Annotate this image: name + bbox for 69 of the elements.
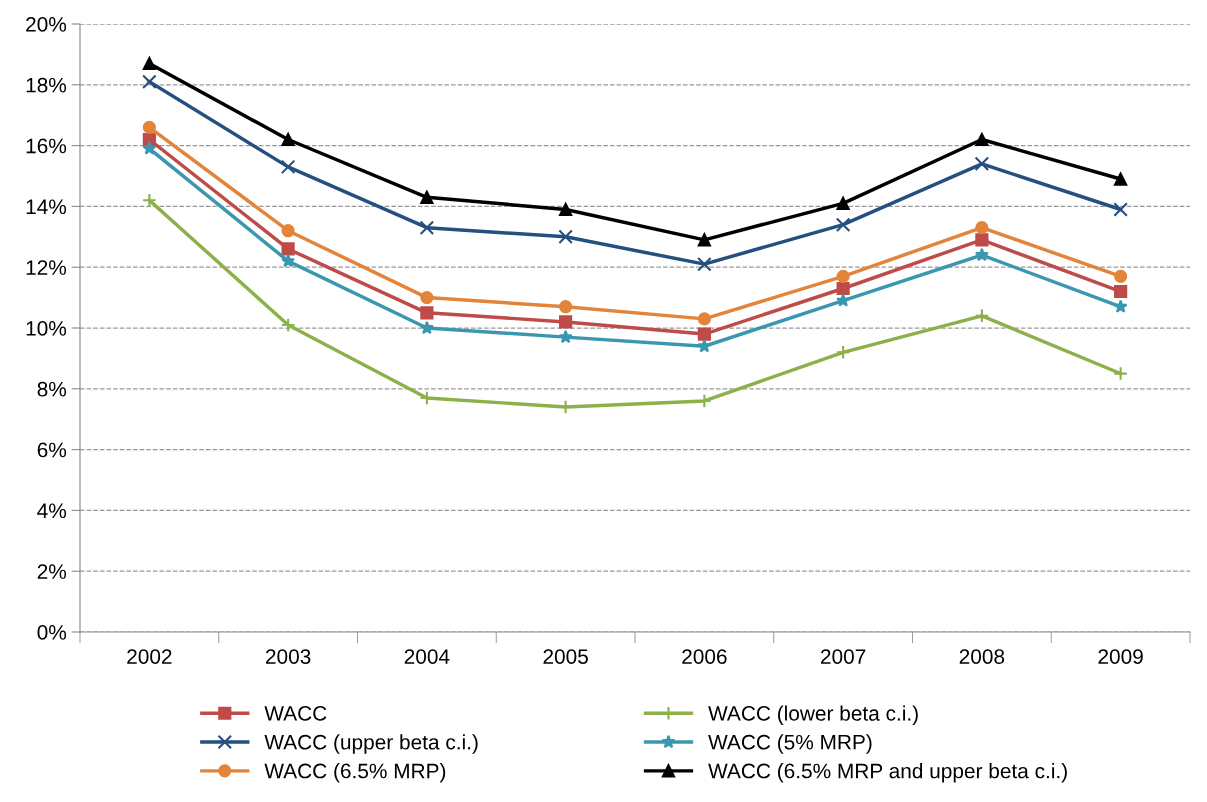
- x-tick-label: 2008: [959, 649, 1005, 664]
- point: [697, 338, 712, 353]
- point: [142, 120, 156, 134]
- point: [419, 320, 434, 335]
- point: [974, 247, 989, 262]
- point: [1113, 202, 1128, 217]
- x-tick-label: 2007: [821, 649, 866, 664]
- y-tick-label: 4%: [37, 503, 67, 519]
- legend-label: WACC (6.5% MRP): [264, 763, 446, 783]
- x-tick-label: 2009: [1098, 649, 1143, 664]
- point: [281, 253, 296, 268]
- y-tick-label: 10%: [26, 321, 67, 336]
- point: [420, 306, 434, 320]
- point: [836, 281, 850, 296]
- x-tick-label: 2006: [682, 649, 727, 664]
- point: [1114, 269, 1128, 283]
- point: [280, 317, 296, 333]
- legend-label: WACC (upper beta c.i.): [264, 734, 478, 754]
- point: [1114, 172, 1128, 186]
- point: [974, 156, 990, 172]
- point: [559, 300, 573, 314]
- point: [559, 202, 573, 217]
- y-tick-label: 14%: [26, 199, 67, 215]
- legend-label: WACC: [264, 706, 327, 721]
- point: [836, 196, 850, 210]
- y-tick-label: 6%: [37, 442, 67, 458]
- point: [280, 159, 296, 175]
- point: [974, 308, 990, 324]
- point: [697, 256, 712, 272]
- y-tick-label: 8%: [37, 381, 67, 397]
- x-tick-label: 2005: [543, 649, 588, 664]
- y-tick-label: 0%: [37, 625, 67, 640]
- point: [697, 233, 711, 247]
- legend-label: WACC (6.5% MRP and upper beta c.i.): [708, 763, 1067, 783]
- x-tick-label: 2003: [266, 649, 311, 664]
- y-tick-label: 2%: [37, 564, 67, 579]
- point: [836, 269, 850, 283]
- point: [835, 345, 851, 360]
- x-tick-label: 2004: [404, 649, 450, 664]
- point: [420, 190, 434, 204]
- point: [975, 132, 989, 147]
- point: [419, 220, 435, 235]
- point: [559, 315, 573, 329]
- point: [558, 229, 573, 245]
- point: [281, 242, 295, 256]
- point: [697, 312, 711, 326]
- point: [1113, 366, 1128, 381]
- legend-label: WACC (5% MRP): [708, 734, 872, 754]
- y-tick-label: 12%: [26, 260, 67, 275]
- point: [975, 221, 989, 235]
- point: [420, 291, 434, 305]
- y-tick-label: 16%: [26, 138, 67, 154]
- y-tick-label: 20%: [26, 17, 67, 32]
- point: [142, 74, 157, 90]
- point: [142, 56, 156, 71]
- point: [142, 193, 157, 208]
- point: [1113, 299, 1128, 313]
- y-tick-label: 18%: [26, 77, 67, 93]
- x-tick-label: 2002: [127, 649, 172, 664]
- point: [835, 217, 851, 232]
- point: [281, 224, 295, 238]
- point: [697, 327, 711, 341]
- point: [142, 141, 157, 155]
- point: [836, 293, 851, 307]
- point: [558, 329, 573, 344]
- legend-label: WACC (lower beta c.i.): [708, 705, 918, 725]
- point: [975, 233, 989, 247]
- point: [281, 132, 295, 147]
- point: [1114, 284, 1128, 299]
